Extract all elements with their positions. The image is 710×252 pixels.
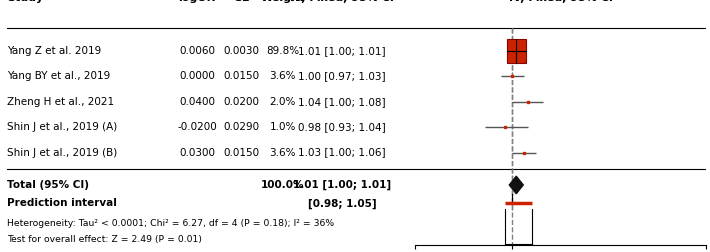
Text: 1.01 [1.00; 1.01]: 1.01 [1.00; 1.01] [298, 46, 386, 56]
Text: 0.0030: 0.0030 [224, 46, 260, 56]
Text: 1.03 [1.00; 1.06]: 1.03 [1.00; 1.06] [298, 148, 386, 158]
Text: IV, Fixed, 95% CI: IV, Fixed, 95% CI [509, 0, 613, 4]
Text: Shin J et al., 2019 (B): Shin J et al., 2019 (B) [7, 148, 117, 158]
Text: 0.0290: 0.0290 [224, 122, 260, 132]
Text: 0.0200: 0.0200 [224, 97, 260, 107]
Text: 3.6%: 3.6% [269, 148, 296, 158]
Text: 0.98 [0.93; 1.04]: 0.98 [0.93; 1.04] [298, 122, 386, 132]
Text: 1.00 [0.97; 1.03]: 1.00 [0.97; 1.03] [298, 71, 386, 81]
Text: SE: SE [234, 0, 250, 4]
Text: Study: Study [7, 0, 43, 4]
Polygon shape [509, 176, 523, 194]
Text: 0.0150: 0.0150 [224, 71, 260, 81]
Text: 0.0060: 0.0060 [179, 46, 215, 56]
Text: 1.04 [1.00; 1.08]: 1.04 [1.00; 1.08] [298, 97, 386, 107]
Text: Test for overall effect: Z = 2.49 (P = 0.01): Test for overall effect: Z = 2.49 (P = 0… [7, 235, 202, 244]
Text: 1.01 [1.00; 1.01]: 1.01 [1.00; 1.01] [293, 180, 391, 190]
Text: logOR: logOR [178, 0, 216, 4]
Text: Heterogeneity: Tau² < 0.0001; Chi² = 6.27, df = 4 (P = 0.18); I² = 36%: Heterogeneity: Tau² < 0.0001; Chi² = 6.2… [7, 218, 334, 228]
Text: Zheng H et al., 2021: Zheng H et al., 2021 [7, 97, 114, 107]
Text: Total (95% CI): Total (95% CI) [7, 180, 89, 190]
Text: Prediction interval: Prediction interval [7, 198, 117, 208]
Text: 100.0%: 100.0% [261, 180, 305, 190]
Text: Yang BY et al., 2019: Yang BY et al., 2019 [7, 71, 110, 81]
Text: 2.0%: 2.0% [270, 97, 296, 107]
Text: -0.0200: -0.0200 [177, 122, 217, 132]
Text: 1.0%: 1.0% [270, 122, 296, 132]
Text: 89.8%: 89.8% [266, 46, 299, 56]
Bar [506, 39, 526, 63]
Text: Weight: Weight [261, 0, 305, 4]
Text: [0.98; 1.05]: [0.98; 1.05] [307, 198, 376, 209]
Text: Yang Z et al. 2019: Yang Z et al. 2019 [7, 46, 102, 56]
Text: 0.0150: 0.0150 [224, 148, 260, 158]
Text: 0.0300: 0.0300 [179, 148, 215, 158]
Text: 3.6%: 3.6% [269, 71, 296, 81]
Text: 0.0400: 0.0400 [179, 97, 215, 107]
Text: IV, Fixed, 95% CI: IV, Fixed, 95% CI [290, 0, 394, 4]
Text: Shin J et al., 2019 (A): Shin J et al., 2019 (A) [7, 122, 117, 132]
Text: 0.0000: 0.0000 [179, 71, 215, 81]
